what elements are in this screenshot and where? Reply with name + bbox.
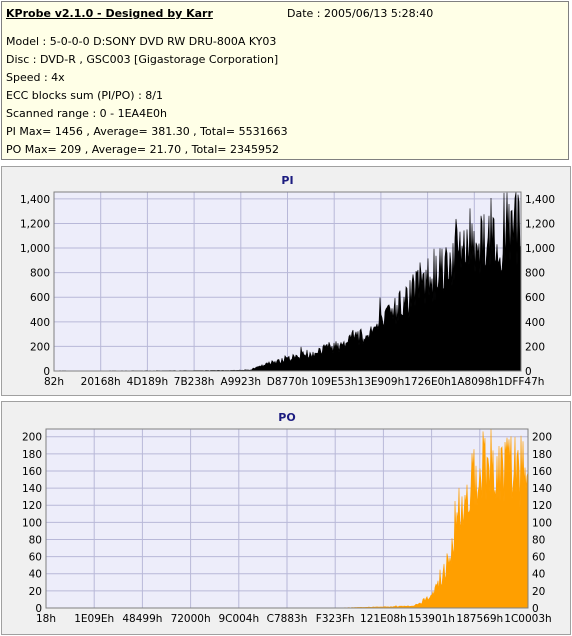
pi-xtick-label: D8770h — [267, 376, 308, 388]
po-ytick-label-left: 80 — [29, 534, 42, 546]
pi-chart-panel: PI 0 0 200 200 400 400 600 600 800 800 1,000 1,000 1,… — [1, 166, 571, 396]
po-xtick-label: 1C0003h — [504, 613, 551, 625]
po-ytick-label-left: 20 — [29, 586, 42, 598]
po-chart: PO 0 0 20 20 40 40 60 60 80 80 100 100 120 120 140 140 16… — [22, 411, 552, 625]
pi-ytick-label-left: 400 — [30, 317, 50, 329]
pi-xtick-label: 1DFF47h — [498, 376, 545, 388]
pi-xtick-label: 109E53h — [311, 376, 358, 388]
po-ytick-label-right: 100 — [532, 517, 552, 529]
pi-ytick-label-right: 800 — [525, 268, 545, 280]
pi-ytick-label-right: 600 — [525, 292, 545, 304]
po-xtick-label: C7883h — [267, 613, 308, 625]
po-ytick-label-right: 0 — [532, 603, 539, 615]
pi-ytick-label-right: 1,200 — [525, 218, 555, 230]
app-title: KProbe v2.1.0 - Designed by Karr — [6, 7, 213, 20]
pi-ytick-label-right: 1,000 — [525, 243, 555, 255]
po-xtick-label: 72000h — [171, 613, 211, 625]
pi-ytick-label-left: 1,200 — [20, 218, 50, 230]
po-xtick-label: 187569h — [456, 613, 503, 625]
po-ytick-label-left: 140 — [22, 483, 42, 495]
info-speed: Speed : 4x — [6, 71, 65, 84]
pi-chart: PI 0 0 200 200 400 400 600 600 800 800 1,000 1,000 1,… — [20, 174, 555, 388]
po-ytick-label-right: 40 — [532, 569, 545, 581]
pi-ytick-label-left: 0 — [43, 366, 50, 378]
pi-ytick-label-right: 1,400 — [525, 194, 555, 206]
po-ytick-label-right: 60 — [532, 552, 545, 564]
pi-xtick-label: 4D189h — [127, 376, 168, 388]
po-xtick-label: 153901h — [408, 613, 455, 625]
pi-xtick-label: 20168h — [81, 376, 121, 388]
pi-ytick-label-right: 0 — [525, 366, 532, 378]
pi-plot-frame — [53, 191, 522, 372]
po-xtick-label: F323Fh — [316, 613, 355, 625]
pi-chart-title: PI — [281, 174, 293, 187]
pi-xtick-label: 7B238h — [174, 376, 215, 388]
pi-ytick-label-left: 200 — [30, 341, 50, 353]
po-ytick-label-left: 60 — [29, 552, 42, 564]
po-xtick-label: 18h — [36, 613, 56, 625]
po-ytick-label-right: 120 — [532, 500, 552, 512]
po-ytick-label-left: 120 — [22, 500, 42, 512]
pi-ytick-label-left: 800 — [30, 268, 50, 280]
pi-ytick-label-right: 400 — [525, 317, 545, 329]
info-po-stats: PO Max= 209 , Average= 21.70 , Total= 23… — [6, 143, 279, 156]
pi-xtick-label: 1726E0h — [404, 376, 451, 388]
info-range: Scanned range : 0 - 1EA4E0h — [6, 107, 167, 120]
po-ytick-label-left: 0 — [35, 603, 42, 615]
po-ytick-label-right: 80 — [532, 534, 545, 546]
info-panel: KProbe v2.1.0 - Designed by Karr Date : … — [1, 1, 569, 160]
po-ytick-label-right: 180 — [532, 449, 552, 461]
info-pi-stats: PI Max= 1456 , Average= 381.30 , Total= … — [6, 125, 288, 138]
pi-xtick-label: 82h — [44, 376, 64, 388]
po-ytick-label-right: 200 — [532, 432, 552, 444]
po-ytick-label-right: 140 — [532, 483, 552, 495]
pi-ytick-label-left: 600 — [30, 292, 50, 304]
scan-date: Date : 2005/06/13 5:28:40 — [287, 7, 434, 20]
po-ytick-label-left: 100 — [22, 517, 42, 529]
po-ytick-label-left: 200 — [22, 432, 42, 444]
po-ytick-label-left: 160 — [22, 466, 42, 478]
po-chart-panel: PO 0 0 20 20 40 40 60 60 80 80 100 100 120 120 140 140 16… — [1, 401, 571, 635]
po-xtick-label: 48499h — [122, 613, 162, 625]
po-ytick-label-left: 180 — [22, 449, 42, 461]
po-xtick-label: 121E08h — [360, 613, 407, 625]
po-ytick-label-left: 40 — [29, 569, 42, 581]
po-ytick-label-right: 20 — [532, 586, 545, 598]
po-xtick-label: 9C004h — [218, 613, 259, 625]
info-ecc: ECC blocks sum (PI/PO) : 8/1 — [6, 89, 163, 102]
info-disc: Disc : DVD-R , GSC003 [Gigastorage Corpo… — [6, 53, 279, 66]
info-model: Model : 5-0-0-0 D:SONY DVD RW DRU-800A K… — [6, 35, 277, 48]
po-chart-title: PO — [278, 411, 295, 424]
pi-ytick-label-left: 1,400 — [20, 194, 50, 206]
pi-xtick-label: 13E909h — [358, 376, 405, 388]
pi-xtick-label: 1A8098h — [451, 376, 498, 388]
po-xtick-label: 1E09Eh — [74, 613, 114, 625]
po-ytick-label-right: 160 — [532, 466, 552, 478]
pi-xtick-label: A9923h — [221, 376, 262, 388]
pi-ytick-label-right: 200 — [525, 341, 545, 353]
po-plot-frame — [45, 428, 529, 609]
pi-ytick-label-left: 1,000 — [20, 243, 50, 255]
